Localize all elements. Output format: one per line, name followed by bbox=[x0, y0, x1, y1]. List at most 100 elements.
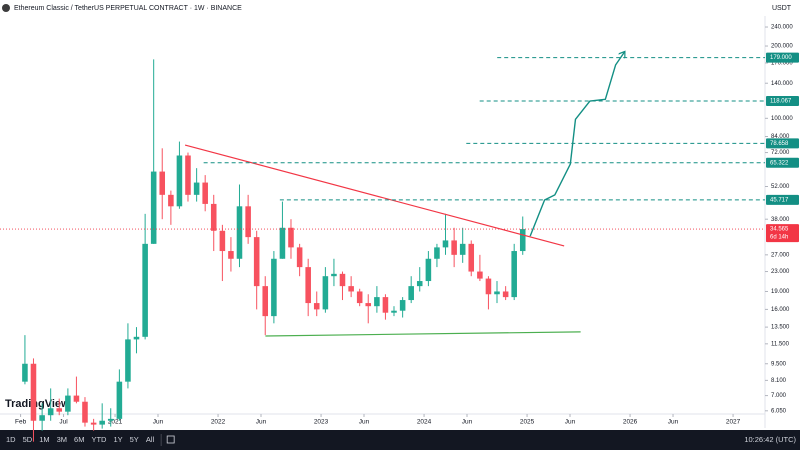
candle-body bbox=[434, 247, 440, 259]
candle-body bbox=[442, 240, 449, 248]
y-tick-label: 170.000 bbox=[771, 61, 793, 67]
x-tick-label: Jun bbox=[462, 419, 473, 426]
candle-body bbox=[305, 267, 311, 304]
symbol-icon bbox=[2, 4, 10, 12]
x-tick-label: 2024 bbox=[417, 419, 432, 426]
y-tick-label: 38.000 bbox=[771, 217, 790, 223]
candle-body bbox=[236, 206, 243, 259]
candle-body bbox=[168, 194, 174, 207]
level-label: 118.067 bbox=[770, 99, 792, 105]
candle-body bbox=[331, 273, 337, 277]
x-tick-label: Jun bbox=[668, 419, 679, 426]
level-label: 45.717 bbox=[770, 197, 789, 203]
clock: 10:26:42 (UTC) bbox=[744, 435, 796, 444]
x-tick-label: 2027 bbox=[726, 419, 741, 426]
candle-body bbox=[425, 258, 432, 282]
x-tick-label: Feb bbox=[15, 419, 27, 426]
candle-body bbox=[82, 401, 88, 423]
trendline bbox=[184, 144, 565, 247]
level-label-box bbox=[766, 52, 799, 63]
candle-body bbox=[511, 251, 517, 298]
level-label-box bbox=[766, 157, 799, 168]
candle-body bbox=[288, 227, 294, 248]
candle-body bbox=[408, 286, 414, 301]
range-button[interactable]: 5Y bbox=[130, 435, 139, 444]
range-button[interactable]: 1M bbox=[39, 435, 49, 444]
candle-body bbox=[150, 171, 157, 244]
range-button[interactable]: 1D bbox=[6, 435, 16, 444]
candle-body bbox=[382, 297, 389, 313]
candle-body bbox=[39, 415, 45, 421]
candle-body bbox=[399, 300, 406, 311]
toolbar bbox=[0, 430, 800, 450]
logo: TradingView bbox=[5, 398, 70, 410]
currency: USDT bbox=[772, 5, 792, 12]
current-price-label: 34.565 bbox=[770, 227, 789, 233]
candle-body bbox=[494, 291, 500, 295]
y-tick-label: 6.050 bbox=[771, 408, 787, 414]
range-button[interactable]: 3M bbox=[57, 435, 67, 444]
candle-body bbox=[90, 422, 97, 425]
chart-title: Ethereum Classic / TetherUS PERPETUAL CO… bbox=[14, 5, 242, 12]
y-tick-label: 8.100 bbox=[771, 378, 787, 384]
candle-body bbox=[185, 155, 191, 195]
range-button[interactable]: YTD bbox=[91, 435, 107, 444]
candle-body bbox=[159, 171, 166, 195]
trendline bbox=[265, 331, 581, 337]
candle-body bbox=[30, 363, 37, 421]
y-tick-label: 7.000 bbox=[771, 393, 787, 399]
range-button[interactable]: 6M bbox=[74, 435, 84, 444]
calendar-icon[interactable] bbox=[166, 435, 175, 444]
candle-body bbox=[348, 286, 354, 292]
current-price-box bbox=[766, 224, 799, 243]
x-tick-label: 2023 bbox=[314, 419, 329, 426]
candle-body bbox=[416, 281, 423, 287]
candle-body bbox=[271, 258, 277, 317]
range-button[interactable]: All bbox=[146, 435, 155, 444]
level-label-box bbox=[766, 138, 799, 149]
candle-body bbox=[313, 303, 320, 310]
candle-body bbox=[339, 273, 346, 287]
y-tick-label: 19.000 bbox=[771, 289, 790, 295]
candle-body bbox=[391, 310, 397, 313]
y-tick-label: 13.500 bbox=[771, 325, 790, 331]
candle-body bbox=[73, 395, 80, 402]
candle-body bbox=[262, 286, 269, 317]
candle-body bbox=[519, 229, 526, 252]
candle-body bbox=[125, 339, 131, 382]
x-tick-label: 2026 bbox=[623, 419, 638, 426]
y-tick-label: 52.000 bbox=[771, 184, 790, 190]
y-tick-label: 11.500 bbox=[771, 341, 790, 347]
y-tick-label: 100.000 bbox=[771, 116, 793, 122]
x-tick-label: Jun bbox=[153, 419, 164, 426]
level-label: 78.658 bbox=[770, 141, 789, 147]
candle-body bbox=[245, 206, 251, 238]
y-tick-label: 72.000 bbox=[771, 150, 790, 156]
candle-body bbox=[56, 408, 63, 412]
candle-body bbox=[176, 155, 183, 207]
candle-body bbox=[374, 297, 380, 307]
x-tick-label: Jun bbox=[565, 419, 576, 426]
candle-body bbox=[477, 271, 483, 279]
candle-body bbox=[193, 182, 200, 195]
candle-body bbox=[202, 182, 208, 204]
candle-body bbox=[253, 237, 260, 287]
candle-body bbox=[47, 408, 54, 416]
x-tick-label: Jul bbox=[59, 419, 68, 426]
candle-body bbox=[228, 251, 234, 259]
x-tick-label: 2025 bbox=[520, 419, 535, 426]
candle-body bbox=[296, 247, 303, 268]
range-button[interactable]: 5D bbox=[23, 435, 33, 444]
projection-path bbox=[529, 51, 625, 237]
candle-body bbox=[468, 243, 475, 272]
y-tick-label: 23.000 bbox=[771, 269, 790, 275]
level-label: 65.322 bbox=[770, 160, 789, 166]
candle-body bbox=[116, 381, 123, 419]
candle-body bbox=[133, 336, 140, 340]
candle-body bbox=[142, 243, 148, 337]
level-label: 179.000 bbox=[770, 55, 792, 61]
candle-body bbox=[279, 227, 286, 259]
candle-body bbox=[210, 203, 217, 231]
range-button[interactable]: 1Y bbox=[113, 435, 122, 444]
y-tick-label: 16.000 bbox=[771, 307, 790, 313]
